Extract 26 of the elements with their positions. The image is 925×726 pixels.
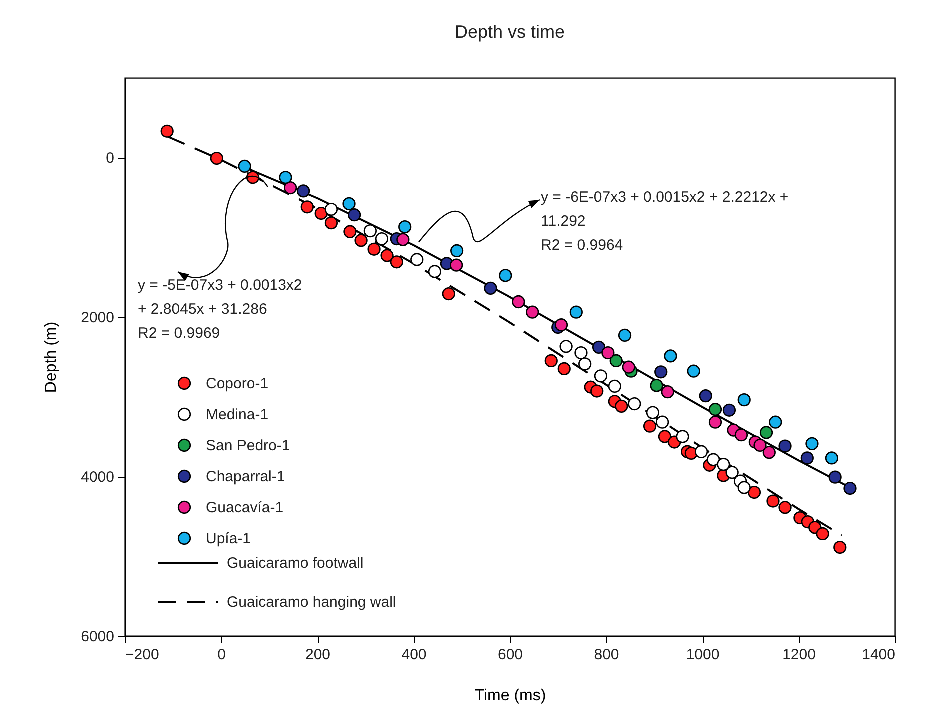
legend-label: Coporo-1 bbox=[206, 376, 269, 392]
y-tick-label: 0 bbox=[106, 150, 114, 168]
y-tick-label: 6000 bbox=[81, 628, 114, 646]
legend-label: Medina-1 bbox=[206, 406, 269, 424]
x-tick-label: 200 bbox=[305, 646, 331, 664]
legend-label: Upía-1 bbox=[206, 530, 252, 548]
y-axis-title: Depth (m) bbox=[43, 322, 60, 394]
x-tick-label: 1400 bbox=[862, 646, 896, 664]
x-tick-label: 800 bbox=[594, 646, 620, 664]
x-tick-label: 400 bbox=[402, 646, 427, 664]
legend-label: San Pedro-1 bbox=[206, 438, 290, 454]
chart-title: Depth vs time bbox=[454, 22, 566, 42]
y-tick-label: 2000 bbox=[81, 310, 114, 327]
legend-label: Guaicaramo footwall bbox=[227, 555, 364, 572]
annotation: y = -6E-07x3 + 0.0015x2 + 2.2212x + 11.292 R2 = 0.9964 bbox=[541, 189, 789, 254]
legend-label: Guacavía-1 bbox=[206, 500, 284, 516]
x-axis-title: Time (ms) bbox=[474, 688, 546, 704]
x-tick-label: −200 bbox=[126, 646, 160, 664]
x-tick-label: 600 bbox=[498, 646, 524, 664]
y-tick-label: 4000 bbox=[81, 469, 114, 486]
x-tick-label: 1000 bbox=[686, 646, 720, 664]
annotation: y = -5E-07x3 + 0.0013x2 + 2.8045x + 31.286 R2 = 0.9969 bbox=[138, 277, 302, 342]
legend-label: Chaparral-1 bbox=[206, 468, 286, 486]
legend-label: Guaicaramo hanging wall bbox=[227, 594, 396, 611]
x-tick-label: 1200 bbox=[782, 646, 816, 664]
x-tick-label: 0 bbox=[218, 646, 226, 664]
